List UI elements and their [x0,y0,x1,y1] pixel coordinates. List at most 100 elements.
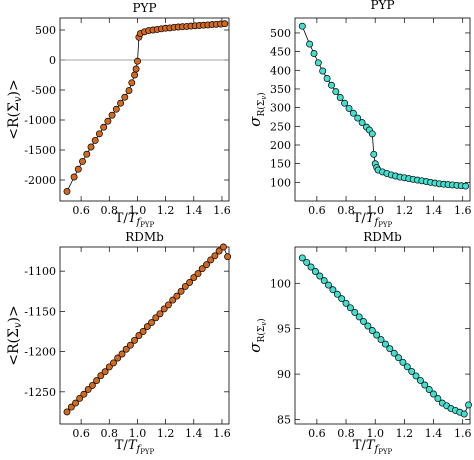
y-tick-label: 90 [277,368,291,381]
data-point [328,81,335,89]
data-point [121,93,129,101]
x-label-sub-pyp: PYP [378,221,392,229]
data-point [323,75,331,82]
x-tick-label: 1.0 [366,204,384,217]
data-point [390,349,398,357]
data-point [338,295,346,303]
data-point [360,317,367,325]
data-point [333,290,341,298]
data-point [224,253,232,261]
y-label-sub: R(Σ [256,326,267,343]
x-label-T: T [366,438,376,453]
data-point [87,143,95,151]
data-point [74,165,82,173]
x-tick-label: 1.4 [185,204,203,217]
y-label-sub-close: ) [256,92,267,96]
y-tick-label: 100 [270,176,291,189]
y-tick-label: -500 [31,84,56,97]
x-tick-label: 1.0 [129,204,147,217]
data-point [460,410,468,418]
data-point [132,65,140,73]
plot-frame [294,17,471,202]
data-point [84,385,92,393]
data-point [156,310,164,318]
x-tick-label: 1.4 [425,427,443,440]
data-point [117,99,125,107]
y-axis-label: σR(Σv) [246,318,268,352]
data-point [215,247,223,255]
x-label-sub-pyp: PYP [378,448,392,456]
y-label-close: )> [6,79,22,96]
panel-top-right: 0.6 0.8 1.0 1.2 1.4 1.6 100 150 200 250 300 350 400 4… [246,0,471,229]
x-tick-label: 0.6 [308,204,326,217]
data-point [134,57,141,65]
data-point [311,268,319,275]
data-point [345,104,353,112]
data-point [118,350,126,358]
x-axis-label: T/TfPYP [353,438,393,456]
data-point [181,282,189,290]
y-label-close: )> [6,305,22,322]
data-point [88,381,96,389]
data-point [91,136,99,144]
x-tick-label: 1.0 [366,427,384,440]
panel-bottom-right: 0.6 0.8 1.0 1.2 1.4 1.6 85 90 95 100 RDMb T/TfPYP σR… [246,230,472,456]
panel-bottom-left: 0.6 0.8 1.0 1.2 1.4 1.6 -1250 -1200 -1150 -1100 RD… [6,230,232,456]
data-point [139,328,147,335]
data-point [72,399,79,407]
data-point [110,359,117,367]
x-tick-label: 1.0 [129,427,147,440]
x-tick-label: 1.6 [213,204,231,217]
data-point [430,390,437,398]
data-point [83,150,91,158]
data-point [207,256,215,264]
data-point [80,390,88,398]
y-label-sigma: σ [246,342,264,353]
x-axis-label: T/TfPYP [115,438,155,456]
data-point [314,59,322,67]
data-point [131,336,139,344]
data-point [112,105,120,113]
data-point [211,252,219,260]
data-point [135,332,143,339]
y-tick-label: -1000 [24,114,56,127]
data-point [395,354,402,362]
x-tick-label: 0.8 [101,427,119,440]
data-point [349,109,357,117]
y-label-sigma: σ [246,116,264,127]
panel-title: PYP [370,0,394,12]
y-axis-label: <R(Σv)> [6,79,24,140]
data-point [307,263,315,271]
data-point [336,94,344,101]
y-tick-label: 500 [270,27,291,40]
data-point [377,336,385,344]
data-point [194,270,202,278]
y-tick-label: -1150 [24,305,56,318]
data-point [416,376,424,384]
data-point [306,40,314,48]
data-point [421,381,429,389]
data-point [114,354,122,362]
data-point [70,173,78,181]
data-point [325,281,332,289]
data-point [462,182,470,190]
data-point [425,386,433,393]
x-tick-label: 1.6 [454,204,472,217]
data-point [370,150,378,158]
y-axis-label: σR(Σv) [246,92,268,126]
data-point [329,286,337,294]
data-point [93,377,101,385]
data-point [465,401,472,409]
panel-top-left: 0.6 0.8 1.0 1.2 1.4 1.6 -2000 -1500 -1000 -500 0 50… [6,1,231,229]
x-label-T: T [128,438,138,453]
x-tick-label: 0.6 [308,427,326,440]
data-point [368,130,376,138]
data-point [173,292,181,300]
data-point [310,50,318,57]
data-point [341,99,349,107]
y-tick-label: 500 [35,24,56,37]
data-point [164,301,172,309]
series-line [66,23,225,192]
x-label-T: T [128,211,138,226]
